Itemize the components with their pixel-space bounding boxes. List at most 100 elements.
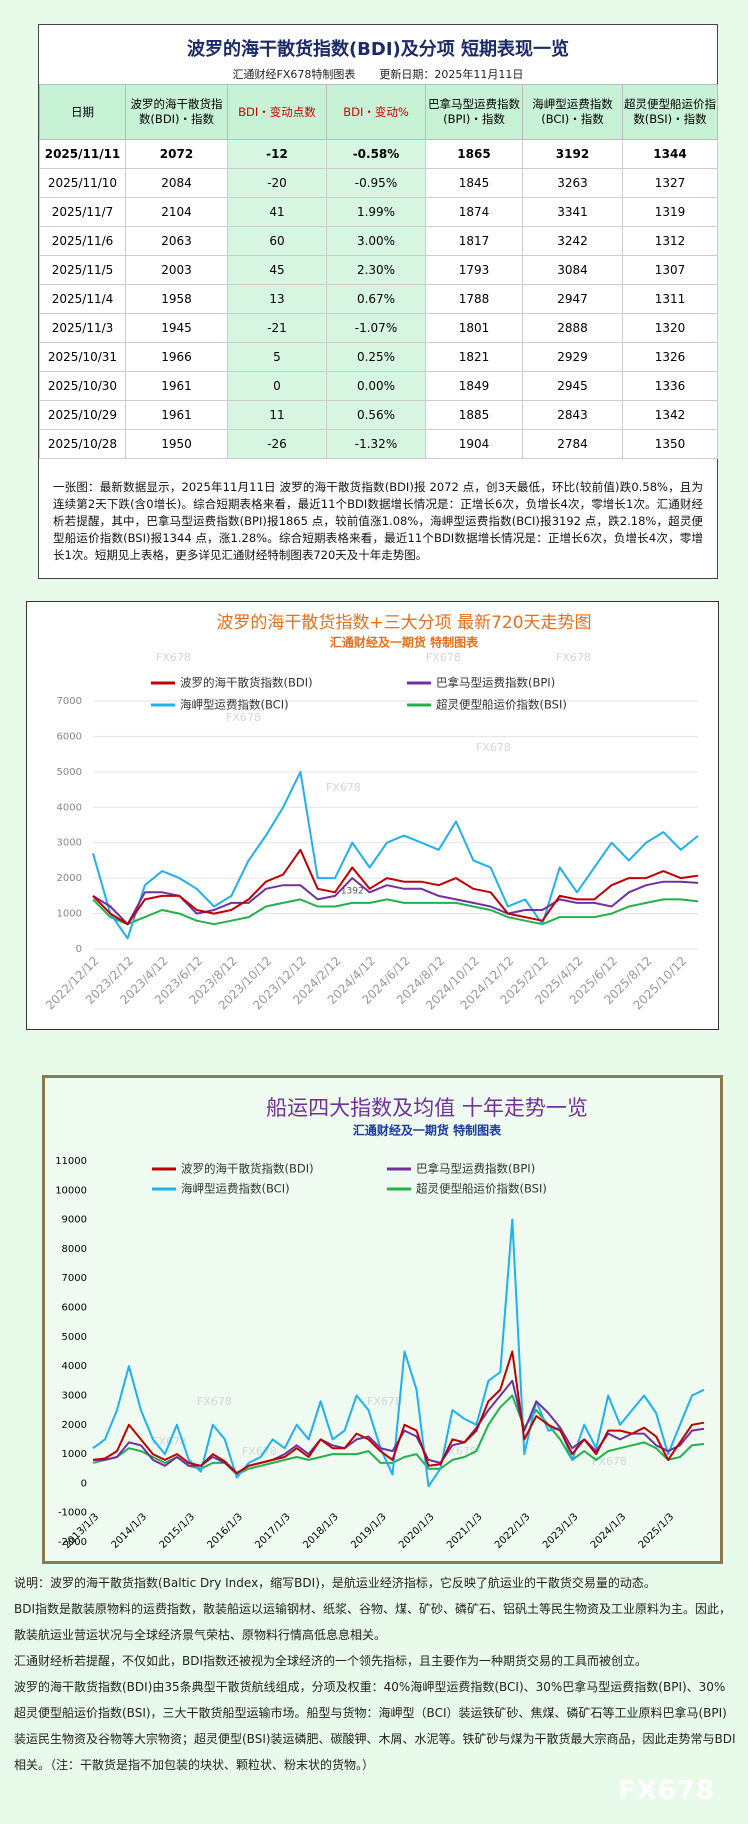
footer-paragraph: 汇通财经析若提醒，不仅如此，BDI指数还被视为全球经济的一个领先指标，且主要作为… [14, 1654, 648, 1668]
table-cell: 2025/10/29 [39, 400, 126, 430]
y-tick-label: 2000 [57, 873, 82, 884]
legend-label: 巴拿马型运费指数(BPI) [436, 676, 555, 690]
table-cell: -1.32% [326, 429, 426, 459]
table-cell: 1885 [425, 400, 523, 430]
table-cell: 0.67% [326, 284, 426, 314]
legend-label: 波罗的海干散货指数(BDI) [180, 676, 313, 690]
table-cell: 2025/11/4 [39, 284, 126, 314]
watermark: FX678 [556, 651, 591, 664]
table-cell: 1865 [425, 139, 523, 169]
column-header: 日期 [39, 84, 126, 140]
table-row: 2025/10/30 1961 0 0.00% 1849 2945 1336 [39, 371, 718, 401]
table-cell: -20 [227, 168, 327, 198]
table-cell: 2784 [522, 429, 623, 459]
series-line [92, 1350, 705, 1475]
table-cell: 1845 [425, 168, 523, 198]
table-cell: 1961 [125, 371, 228, 401]
watermark: FX678 [426, 651, 461, 664]
y-tick-label: 3000 [57, 838, 82, 849]
table-cell: 2003 [125, 255, 228, 285]
table-cell: 45 [227, 255, 327, 285]
table-row: 2025/11/3 1945 -21 -1.07% 1801 2888 1320 [39, 313, 718, 343]
watermark: FX678 [367, 1395, 402, 1408]
watermark: FX678 [326, 781, 361, 794]
chart-frame [26, 601, 719, 1030]
column-header: 超灵便型船运价指数(BSI)・指数 [622, 84, 718, 140]
y-tick-label: -1000 [58, 1508, 87, 1519]
data-table: 日期 波罗的海干散货指数(BDI)・指数 BDI・变动点数 BDI・变动% 巴拿马型运费… [39, 84, 718, 459]
table-row: 2025/11/6 2063 60 3.00% 1817 3242 1312 [39, 226, 718, 256]
legend-label: 海岬型运费指数(BCI) [181, 1182, 290, 1196]
legend-label: 超灵便型船运价指数(BSI) [416, 1182, 547, 1196]
y-tick-label: 1000 [62, 1449, 87, 1460]
footer-paragraph: 波罗的海干散货指数(BDI)由35条典型干散货航线组成，分项及权重：40%海岬型… [14, 1680, 736, 1772]
watermark: FX678 [242, 1445, 277, 1458]
summary-text: 一张图：最新数据显示，2025年11月11日 波罗的海干散货指数(BDI)报 2… [53, 480, 703, 562]
table-cell: 13 [227, 284, 327, 314]
table-cell: -1.07% [326, 313, 426, 343]
table-cell: -21 [227, 313, 327, 343]
y-tick-label: 3000 [62, 1390, 87, 1401]
table-row: 2025/11/4 1958 13 0.67% 1788 2947 1311 [39, 284, 718, 314]
table-cell: 2929 [522, 342, 623, 372]
chart-title: 波罗的海干散货指数+三大分项 最新720天走势图 [216, 613, 591, 633]
table-cell: 2025/10/31 [39, 342, 126, 372]
table-cell: 0.00% [326, 371, 426, 401]
table-row: 2025/11/10 2084 -20 -0.95% 1845 3263 1327 [39, 168, 718, 198]
y-tick-label: 7000 [57, 696, 82, 707]
table-cell: 2025/11/7 [39, 197, 126, 227]
y-tick-label: 5000 [57, 767, 82, 778]
table-cell: 0.56% [326, 400, 426, 430]
y-tick-label: 0 [76, 944, 82, 955]
y-tick-label: -2000 [58, 1537, 87, 1548]
table-cell: 1327 [622, 168, 718, 198]
table-cell: 3341 [522, 197, 623, 227]
table-row: 2025/10/31 1966 5 0.25% 1821 2929 1326 [39, 342, 718, 372]
table-cell: 2072 [125, 139, 228, 169]
table-cell: 2945 [522, 371, 623, 401]
table-cell: 3242 [522, 226, 623, 256]
table-subtitle: 汇通财经FX678特制图表 更新日期：2025年11月11日 [39, 66, 717, 84]
table-cell: 2025/11/10 [39, 168, 126, 198]
subtitle: 汇通财经FX678特制图表 [232, 68, 356, 81]
table-cell: -0.58% [326, 139, 426, 169]
table-cell: 1961 [125, 400, 228, 430]
y-tick-label: 4000 [57, 802, 82, 813]
y-tick-label: 6000 [57, 731, 82, 742]
column-header: 海岬型运费指数(BCI)・指数 [522, 84, 623, 140]
y-tick-label: 6000 [62, 1303, 87, 1314]
chart-subtitle: 汇通财经及一期货 特制图表 [330, 635, 479, 650]
summary-table-box: 波罗的海干散货指数(BDI)及分项 短期表现一览 汇通财经FX678特制图表 更新… [38, 24, 718, 579]
y-tick-label: 4000 [62, 1361, 87, 1372]
table-cell: 1320 [622, 313, 718, 343]
table-cell: 3263 [522, 168, 623, 198]
table-cell: 1945 [125, 313, 228, 343]
watermark: FX678 [156, 651, 191, 664]
table-cell: 2843 [522, 400, 623, 430]
footer-paragraph: BDI指数是散装原物料的运费指数，散装船运以运输钢材、纸浆、谷物、煤、矿砂、磷矿… [14, 1602, 732, 1642]
table-cell: 1801 [425, 313, 523, 343]
legend-label: 海岬型运费指数(BCI) [180, 698, 289, 712]
table-cell: 5 [227, 342, 327, 372]
table-cell: 1312 [622, 226, 718, 256]
table-cell: -0.95% [326, 168, 426, 198]
y-tick-label: 10000 [55, 1185, 87, 1196]
table-cell: 1311 [622, 284, 718, 314]
y-tick-label: 0 [81, 1478, 87, 1489]
table-cell: 41 [227, 197, 327, 227]
table-cell: 1350 [622, 429, 718, 459]
chart-title: 船运四大指数及均值 十年走势一览 [266, 1096, 588, 1120]
table-cell: 1904 [425, 429, 523, 459]
table-cell: 2.30% [326, 255, 426, 285]
table-row: 2025/10/28 1950 -26 -1.32% 1904 2784 1350 [39, 429, 718, 459]
table-cell: 1821 [425, 342, 523, 372]
update-date: 更新日期：2025年11月11日 [379, 68, 524, 81]
table-cell: 2025/11/3 [39, 313, 126, 343]
header-row: 日期 波罗的海干散货指数(BDI)・指数 BDI・变动点数 BDI・变动% 巴拿马型运费… [39, 84, 718, 140]
table-cell: -12 [227, 139, 327, 169]
chart-frame [42, 1075, 723, 1564]
table-body: 2025/11/11 2072 -12 -0.58% 1865 3192 1344 2025/… [39, 139, 718, 459]
y-tick-label: 11000 [55, 1156, 87, 1167]
